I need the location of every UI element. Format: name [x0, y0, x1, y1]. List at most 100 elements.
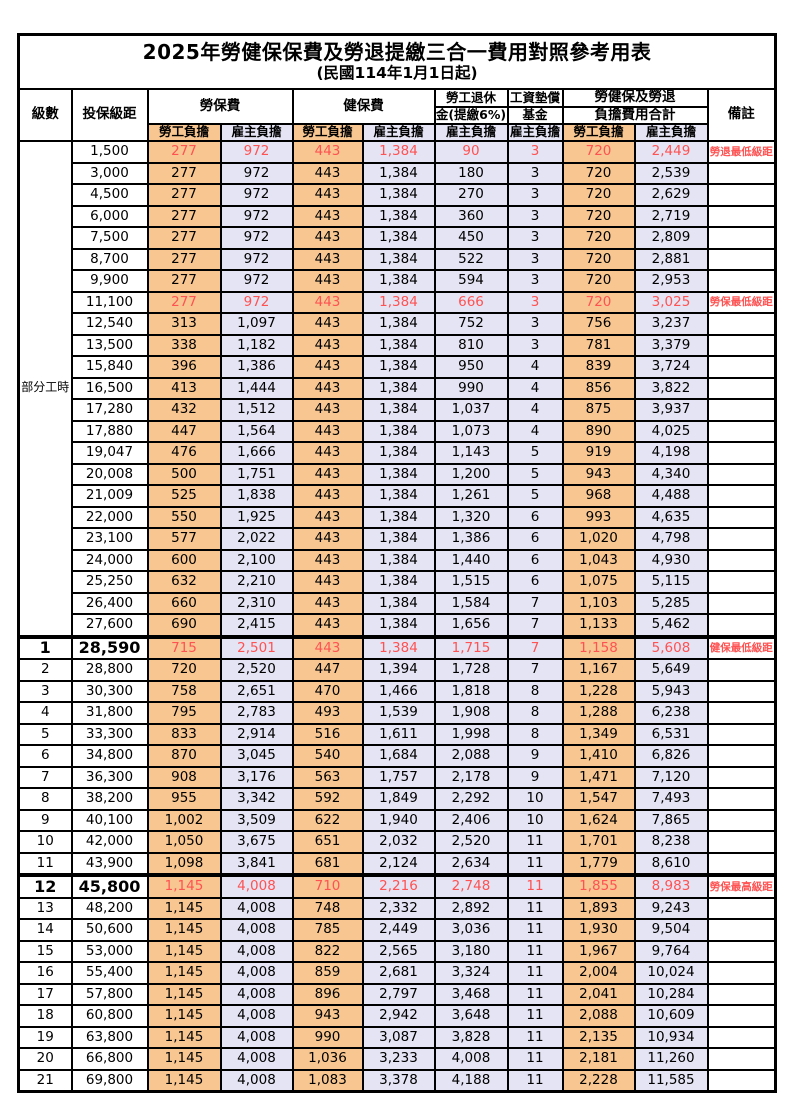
value-cell: 1,757 [361, 765, 436, 790]
value-cell: 972 [219, 226, 294, 250]
value-cell: 6 [506, 548, 564, 573]
bracket-cell: 1,500 [70, 140, 149, 164]
value-cell: 972 [219, 247, 294, 272]
value-cell: 11 [506, 873, 564, 899]
table-row: 3,000 277 972 443 1,384 180 3 720 2,539 [19, 161, 777, 186]
table-row: 24,000 600 2,100 443 1,384 1,440 6 1,043 4,930 [19, 548, 777, 573]
value-cell: 4,025 [633, 419, 709, 444]
value-cell: 7,120 [633, 765, 709, 790]
bracket-cell: 33,300 [70, 722, 149, 747]
bracket-cell: 60,800 [70, 1004, 149, 1028]
remark-cell [706, 441, 777, 465]
remark-cell [706, 613, 777, 638]
remark-cell [706, 787, 777, 811]
remark-cell [706, 679, 777, 704]
value-cell: 2,942 [361, 1004, 436, 1028]
value-cell: 1,384 [361, 548, 436, 573]
value-cell: 313 [146, 312, 222, 336]
value-cell: 3,025 [633, 290, 709, 315]
value-cell: 3,087 [361, 1025, 436, 1050]
remark-cell [706, 1025, 777, 1050]
value-cell: 2,719 [633, 204, 709, 229]
value-cell: 443 [291, 548, 364, 573]
remark-cell [706, 961, 777, 985]
table-row: 16,500 413 1,444 443 1,384 990 4 856 3,822 [19, 376, 777, 401]
remark-cell [706, 204, 777, 229]
level-cell: 8 [17, 787, 73, 811]
table-row: 18 60,800 1,145 4,008 943 2,942 3,648 11 2,088 10… [17, 1004, 777, 1028]
bracket-cell: 17,880 [70, 419, 149, 444]
remark-cell [706, 333, 777, 358]
header-pension-line1: 勞工退休 [433, 88, 509, 108]
value-cell: 443 [291, 355, 364, 379]
value-cell: 839 [561, 355, 636, 379]
value-cell: 180 [433, 161, 509, 186]
value-cell: 993 [561, 505, 636, 530]
value-cell: 1,133 [561, 613, 636, 638]
value-cell: 1,444 [219, 376, 294, 401]
level-cell: 18 [17, 1004, 73, 1028]
value-cell: 8,610 [633, 851, 709, 877]
value-cell: 7 [506, 613, 564, 638]
value-cell: 522 [433, 247, 509, 272]
bracket-cell: 66,800 [70, 1047, 149, 1071]
value-cell: 1,261 [433, 484, 509, 508]
title-cell: 2025年勞健保保費及勞退提繳三合一費用對照參考用表 (民國114年1月1日起) [17, 33, 777, 90]
bracket-cell: 28,590 [70, 634, 149, 661]
value-cell: 2,565 [361, 939, 436, 964]
table-row: 2 28,800 720 2,520 447 1,394 1,728 7 1,167 5,649 [17, 658, 777, 682]
value-cell: 4,198 [633, 441, 709, 465]
value-cell: 1,410 [561, 744, 636, 768]
value-cell: 3,324 [433, 961, 509, 985]
value-cell: 2,881 [633, 247, 709, 272]
table-row: 19,047 476 1,666 443 1,384 1,143 5 919 4,198 [19, 441, 777, 465]
value-cell: 2,501 [219, 634, 294, 661]
value-cell: 666 [433, 290, 509, 315]
value-cell: 1,073 [433, 419, 509, 444]
value-cell: 4,008 [219, 939, 294, 964]
value-cell: 1,182 [219, 333, 294, 358]
bracket-cell: 50,600 [70, 918, 149, 942]
remark-cell: 健保最低級距 [706, 634, 777, 661]
value-cell: 908 [146, 765, 222, 790]
value-cell: 3,233 [361, 1047, 436, 1071]
remark-cell [706, 505, 777, 530]
value-cell: 1,998 [433, 722, 509, 747]
header-pension-employer: 雇主負擔 [433, 123, 509, 143]
remark-cell [706, 830, 777, 854]
value-cell: 715 [146, 634, 222, 661]
value-cell: 4,798 [633, 527, 709, 551]
remark-cell [706, 918, 777, 942]
table-row: 4 31,800 795 2,783 493 1,539 1,908 8 1,288 6,238 [17, 701, 777, 725]
value-cell: 1,384 [361, 161, 436, 186]
value-cell: 3,045 [219, 744, 294, 768]
value-cell: 4,008 [219, 1004, 294, 1028]
bracket-cell: 15,840 [70, 355, 149, 379]
value-cell: 443 [291, 161, 364, 186]
value-cell: 443 [291, 591, 364, 616]
value-cell: 2,539 [633, 161, 709, 186]
value-cell: 7 [506, 591, 564, 616]
value-cell: 1,158 [561, 634, 636, 661]
value-cell: 1,394 [361, 658, 436, 682]
value-cell: 3 [506, 183, 564, 207]
value-cell: 1,611 [361, 722, 436, 747]
value-cell: 11 [506, 851, 564, 877]
value-cell: 1,908 [433, 701, 509, 725]
value-cell: 1,440 [433, 548, 509, 573]
value-cell: 443 [291, 312, 364, 336]
value-cell: 493 [291, 701, 364, 725]
value-cell: 3 [506, 333, 564, 358]
value-cell: 660 [146, 591, 222, 616]
bracket-cell: 40,100 [70, 808, 149, 833]
value-cell: 2,310 [219, 591, 294, 616]
value-cell: 2,449 [361, 918, 436, 942]
value-cell: 1,228 [561, 679, 636, 704]
table-row: 11,100 277 972 443 1,384 666 3 720 3,025 勞保最低級距 [19, 290, 777, 315]
value-cell: 270 [433, 183, 509, 207]
value-cell: 443 [291, 226, 364, 250]
remark-cell [706, 722, 777, 747]
bracket-cell: 42,000 [70, 830, 149, 854]
value-cell: 1,701 [561, 830, 636, 854]
value-cell: 4,008 [433, 1047, 509, 1071]
